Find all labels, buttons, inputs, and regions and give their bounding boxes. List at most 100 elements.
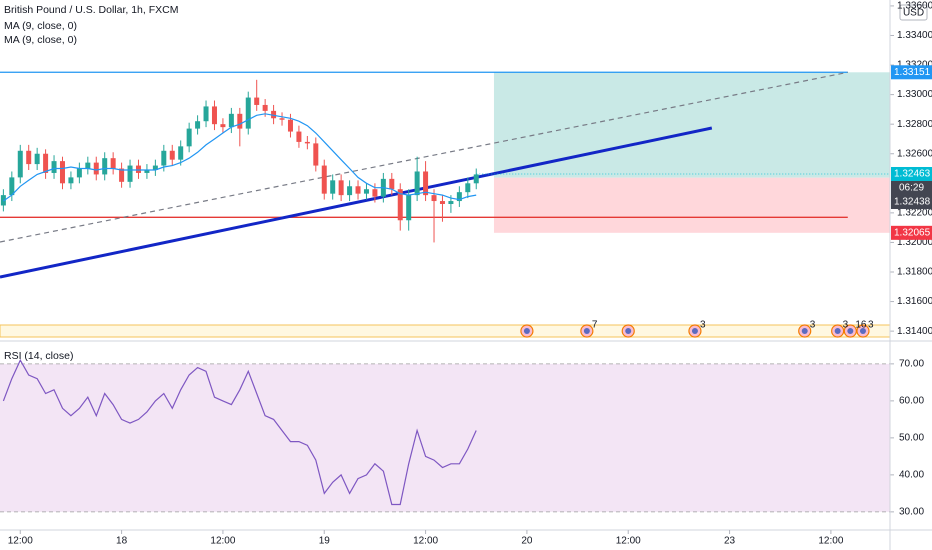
candle-body xyxy=(110,158,116,169)
y-tick-label: 60.00 xyxy=(899,396,924,407)
candle-body xyxy=(296,131,302,142)
price-badge-label: 1.33151 xyxy=(894,67,931,78)
x-tick-label: 12:00 xyxy=(818,536,843,547)
event-icon-inner xyxy=(625,328,632,334)
x-tick-label: 19 xyxy=(319,536,331,547)
symbol-title: British Pound / U.S. Dollar, 1h, FXCM xyxy=(4,4,178,16)
x-tick-label: 12:00 xyxy=(210,536,235,547)
event-count: 3 xyxy=(700,320,706,331)
y-tick-label: 1.31400 xyxy=(897,326,932,337)
currency-box[interactable] xyxy=(899,4,928,21)
price-badge xyxy=(891,180,932,209)
candle-body xyxy=(406,195,412,221)
indicator-legend: MA (9, close, 0) xyxy=(4,34,77,46)
ma-line xyxy=(3,113,477,202)
candle-body xyxy=(211,106,217,125)
y-tick-label: 1.33400 xyxy=(897,30,932,41)
event-icon-inner xyxy=(523,328,530,334)
x-tick-label: 23 xyxy=(724,536,736,547)
candle-body xyxy=(102,158,108,175)
candle-body xyxy=(245,97,251,129)
rsi-line xyxy=(2,358,477,506)
y-tick-label: 70.00 xyxy=(899,359,924,370)
price-badge-label: 1.32463 xyxy=(894,169,931,180)
candle-body xyxy=(51,161,57,173)
candle-body xyxy=(228,113,234,128)
candle-body xyxy=(347,186,353,196)
y-tick-label: 1.31800 xyxy=(897,267,932,278)
candle-body xyxy=(330,180,336,194)
candle-body xyxy=(431,195,437,202)
y-tick-label: 30.00 xyxy=(899,507,924,518)
candle-body xyxy=(363,189,369,194)
candle-body xyxy=(237,113,243,129)
candle-body xyxy=(456,192,462,202)
candle-body xyxy=(34,153,40,165)
event-icon-inner xyxy=(801,328,808,334)
countdown: 06:29 xyxy=(899,183,924,194)
candle-body xyxy=(169,150,175,160)
event-icon-inner xyxy=(859,328,866,334)
candle-body xyxy=(178,146,184,160)
event-icon-inner xyxy=(691,328,698,334)
rsi-legend: RSI (14, close) xyxy=(4,350,73,362)
candle-body xyxy=(279,118,285,120)
candle-body xyxy=(161,150,167,166)
y-tick-label: 1.33200 xyxy=(897,60,932,71)
trend-line xyxy=(0,71,848,243)
candle-body xyxy=(448,201,454,204)
candle-body xyxy=(355,186,361,194)
event-icon-inner xyxy=(583,328,590,334)
y-tick-label: 1.32000 xyxy=(897,237,932,248)
y-tick-label: 1.31600 xyxy=(897,296,932,307)
price-badge xyxy=(891,166,932,181)
candle-body xyxy=(414,171,420,196)
event-icon-inner xyxy=(834,328,841,334)
candle-body xyxy=(473,174,479,184)
rsi-band xyxy=(0,363,890,512)
position-loss xyxy=(493,177,890,233)
series-layer xyxy=(0,71,890,506)
x-tick-label: 20 xyxy=(521,536,533,547)
price-badge xyxy=(891,225,932,240)
candle-body xyxy=(43,153,49,173)
candle-body xyxy=(144,170,150,173)
candle-body xyxy=(262,104,268,111)
event-count: 3 xyxy=(843,320,849,331)
candle-body xyxy=(254,97,260,105)
candle-body xyxy=(338,180,344,196)
candle-body xyxy=(127,165,133,182)
x-tick-label: 12:00 xyxy=(8,536,33,547)
y-tick-label: 1.33600 xyxy=(897,1,932,12)
candle-body xyxy=(203,106,209,122)
candle-body xyxy=(26,150,32,165)
candle-body xyxy=(9,177,15,196)
drawing-layer xyxy=(0,5,894,513)
candle-body xyxy=(17,150,23,178)
events-strip xyxy=(0,324,891,338)
event-count: 7 xyxy=(592,320,598,331)
x-tick-label: 12:00 xyxy=(413,536,438,547)
event-icon-inner xyxy=(847,328,854,334)
candle-body xyxy=(372,189,378,197)
candle-body xyxy=(152,165,158,170)
candle-body xyxy=(304,141,310,144)
currency[interactable]: USD xyxy=(903,8,924,19)
candle-body xyxy=(287,119,293,132)
event-count: 3 xyxy=(810,320,816,331)
y-tick-label: 1.33000 xyxy=(897,89,932,100)
trend-line xyxy=(0,126,713,279)
indicator-legend: MA (9, close, 0) xyxy=(4,20,77,32)
event-count: 3 xyxy=(868,320,874,331)
candle-body xyxy=(465,183,471,193)
y-tick-label: 1.32200 xyxy=(897,208,932,219)
x-tick-label: 12:00 xyxy=(616,536,641,547)
candle-body xyxy=(321,165,327,194)
candle-body xyxy=(195,121,201,129)
candle-body xyxy=(59,161,65,184)
candle-body xyxy=(93,162,99,175)
y-tick-label: 1.32600 xyxy=(897,148,932,159)
